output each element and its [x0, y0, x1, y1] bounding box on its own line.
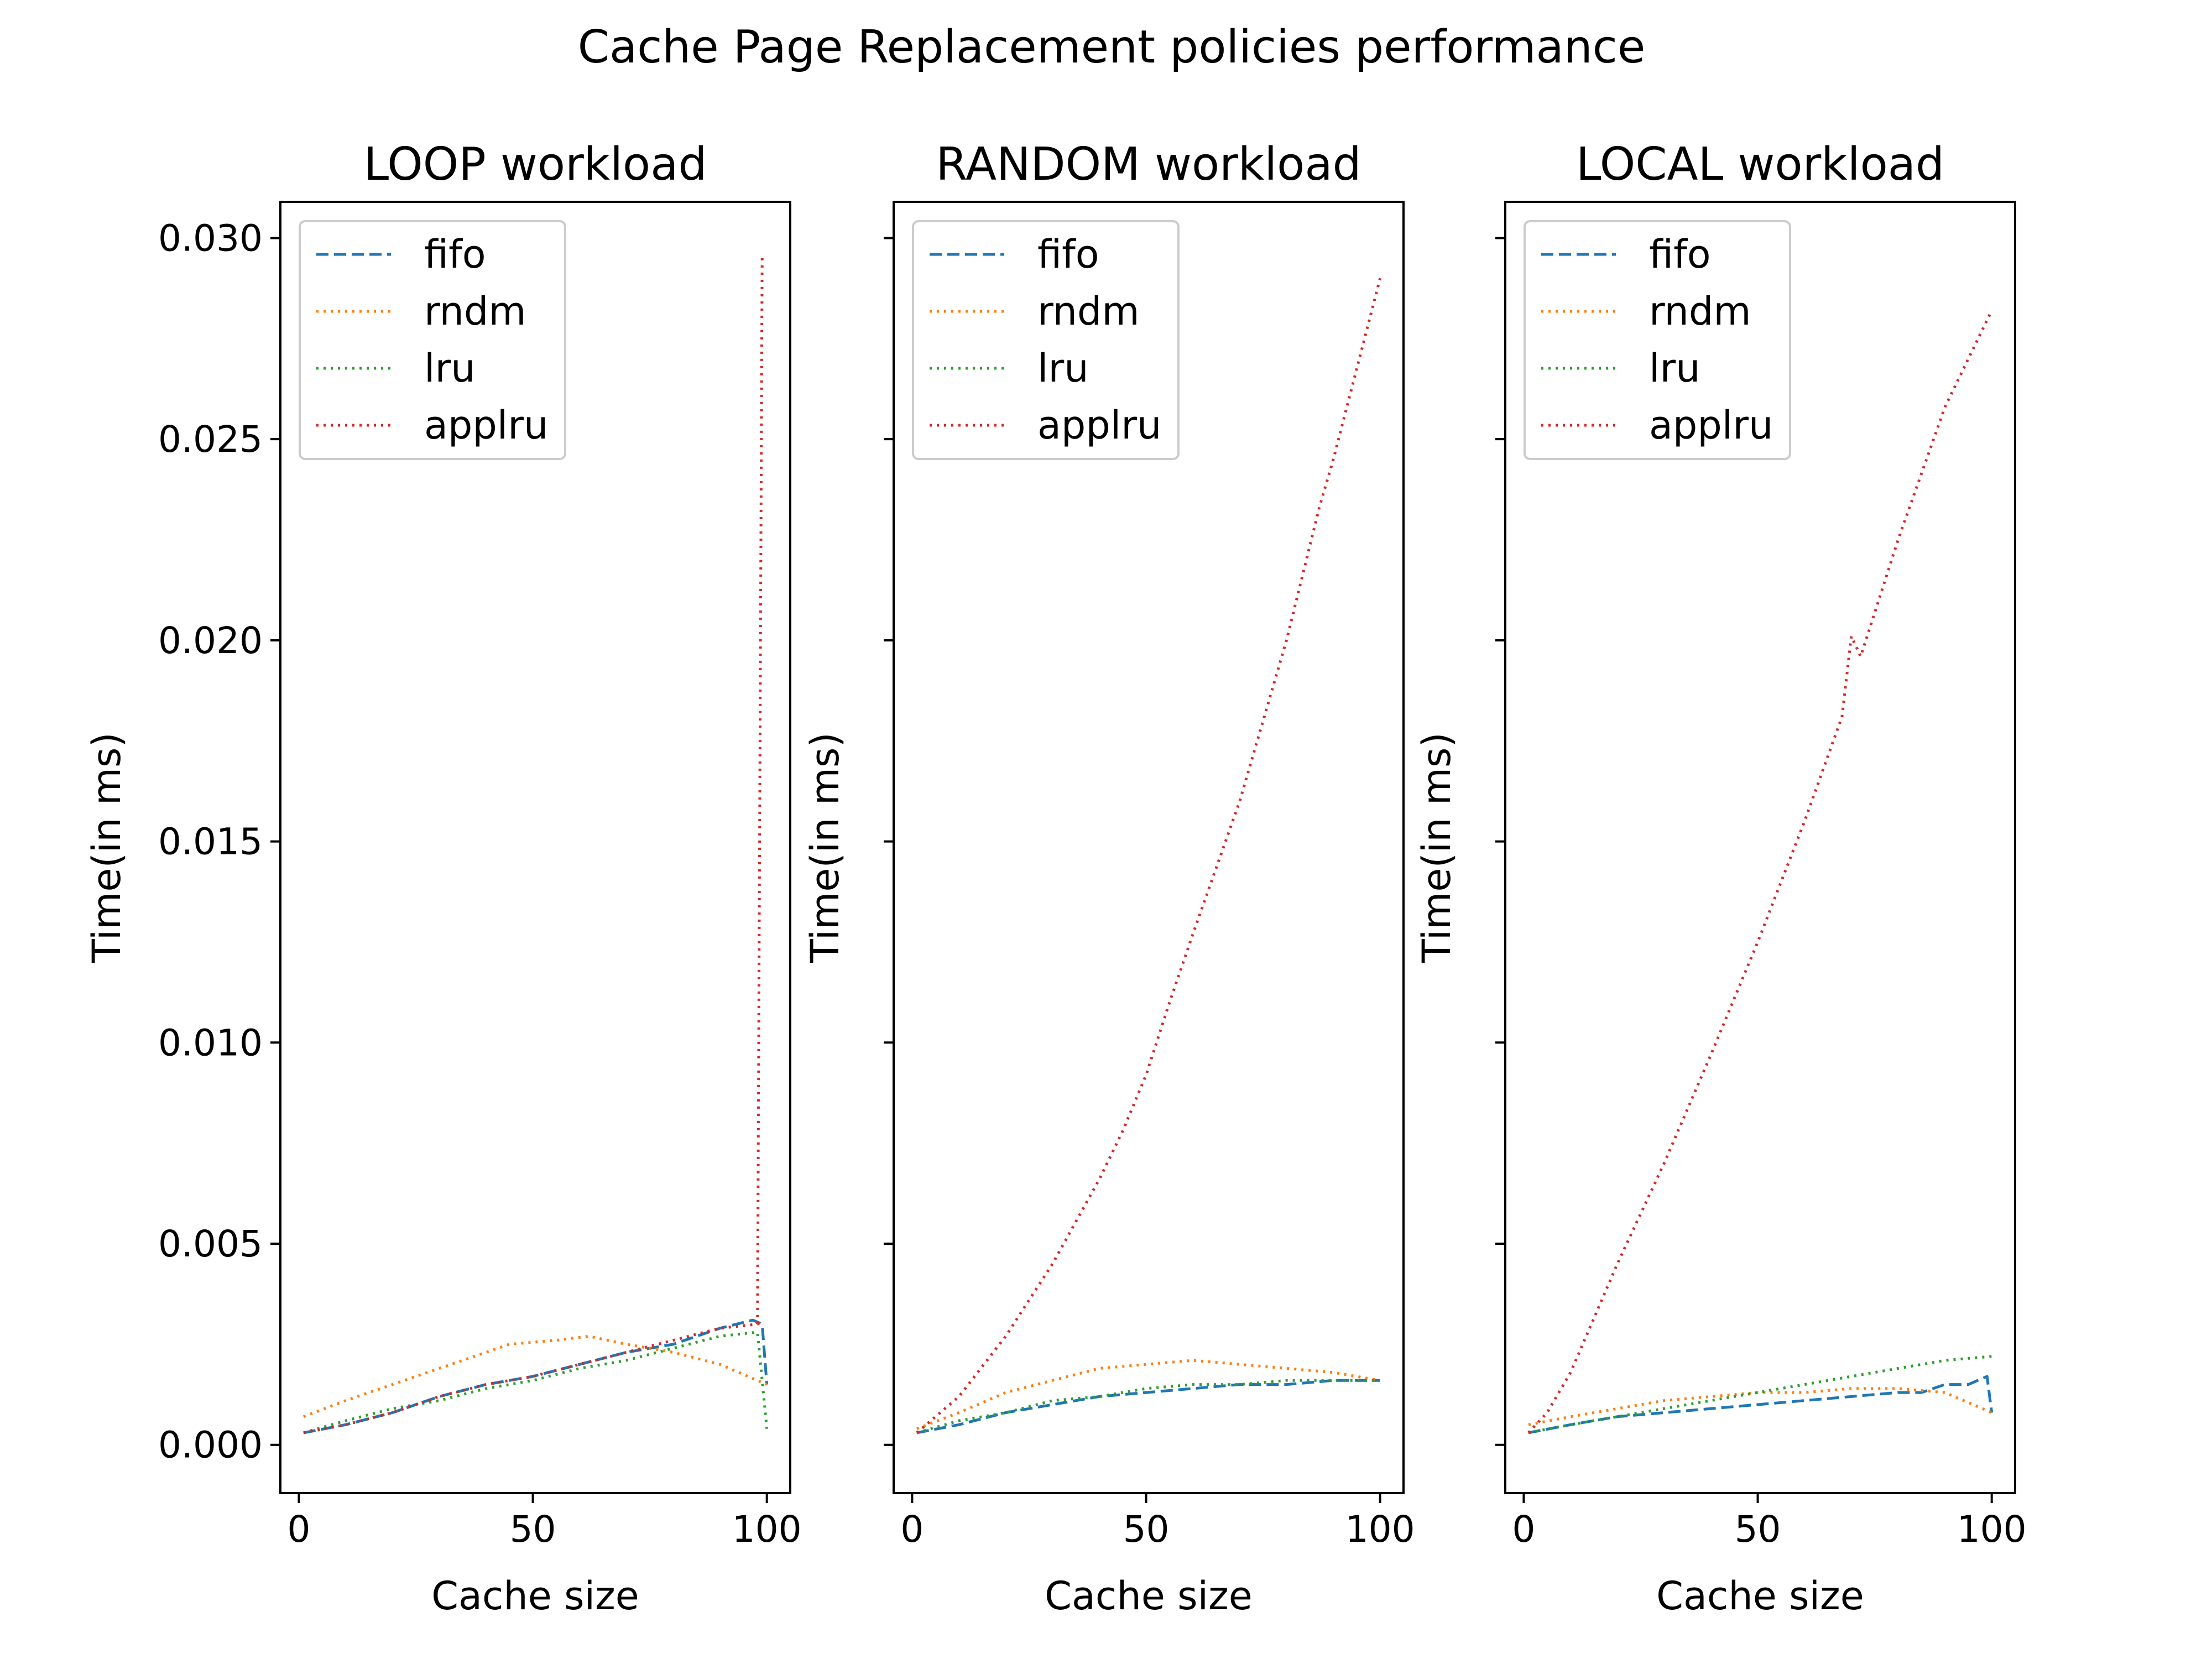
legend-label-fifo: fifo: [424, 232, 486, 277]
series-line-lru: [916, 1379, 1380, 1434]
subplots-container: LOOP workload 0 50 100 0.000 0.005 0.010 0.015 0…: [84, 138, 2027, 1619]
y-axis-label: Time(in ms): [802, 732, 848, 963]
legend-label-lru: lru: [424, 346, 476, 391]
legend-label-applru: applru: [424, 403, 548, 448]
x-tick-label: 0: [287, 1508, 310, 1551]
series-line-fifo: [916, 1379, 1380, 1434]
subplot-title: LOCAL workload: [1576, 138, 1944, 191]
x-tick-label: 50: [1735, 1508, 1781, 1551]
x-tick-label: 0: [1512, 1508, 1535, 1551]
series-group: [1527, 310, 1994, 1434]
series-line-lru: [303, 1331, 769, 1434]
x-tick-label: 0: [900, 1508, 924, 1551]
subplot-title: RANDOM workload: [936, 138, 1361, 191]
x-axis-label: Cache size: [431, 1573, 639, 1619]
subplot-2: LOCAL workload 0 50 100 Cache size Time(in ms…: [1414, 138, 2027, 1619]
subplot-1: RANDOM workload 0 50 100 Cache size Time(in m…: [802, 138, 1415, 1619]
y-tick-label: 0.005: [158, 1223, 263, 1265]
y-axis-label: Time(in ms): [84, 732, 129, 963]
subplot-title: LOOP workload: [363, 138, 707, 191]
legend-box: [299, 220, 566, 460]
axes-frame: [893, 201, 1405, 1494]
legend-label-rndm: rndm: [1649, 289, 1751, 334]
y-tick-label: 0.010: [158, 1021, 263, 1064]
series-line-rndm: [1528, 1387, 1992, 1426]
axes-frame: [279, 201, 791, 1494]
legend: fifo rndm lru applru: [299, 220, 566, 460]
series-group: [303, 257, 769, 1434]
legend-label-applru: applru: [1649, 403, 1773, 448]
y-tick-label: 0.015: [158, 821, 263, 863]
legend-label-applru: applru: [1037, 403, 1161, 448]
series-line-fifo: [303, 1318, 769, 1434]
axes-frame: [1504, 201, 2016, 1494]
x-tick-label: 50: [1123, 1508, 1170, 1551]
series-line-lru: [1528, 1355, 1992, 1434]
legend-box: [912, 220, 1180, 460]
y-tick-label: 0.000: [158, 1424, 263, 1467]
x-axis-label: Cache size: [1656, 1573, 1864, 1619]
legend: fifo rndm lru applru: [1524, 220, 1791, 460]
y-tick-label: 0.030: [158, 217, 263, 259]
legend-label-lru: lru: [1037, 346, 1089, 391]
figure-suptitle: Cache Page Replacement policies performa…: [578, 21, 1646, 74]
y-tick-label: 0.025: [158, 418, 263, 461]
legend-box: [1524, 220, 1791, 460]
legend-label-fifo: fifo: [1649, 232, 1711, 277]
series-line-rndm: [303, 1334, 768, 1418]
series-line-rndm: [916, 1359, 1381, 1430]
y-axis-label: Time(in ms): [1414, 732, 1459, 963]
x-axis-label: Cache size: [1045, 1573, 1253, 1619]
x-tick-label: 100: [1345, 1508, 1415, 1551]
x-tick-label: 100: [732, 1508, 802, 1551]
x-tick-label: 100: [1957, 1508, 2027, 1551]
legend-label-rndm: rndm: [1037, 289, 1140, 334]
series-line-fifo: [1528, 1375, 1994, 1434]
y-tick-label: 0.020: [158, 619, 263, 662]
legend-label-rndm: rndm: [424, 289, 526, 334]
series-line-applru: [916, 278, 1382, 1434]
legend: fifo rndm lru applru: [912, 220, 1180, 460]
series-group: [916, 278, 1382, 1434]
series-line-applru: [1527, 310, 1993, 1434]
x-tick-label: 50: [510, 1508, 556, 1551]
legend-label-lru: lru: [1649, 346, 1700, 391]
subplot-0: LOOP workload 0 50 100 0.000 0.005 0.010 0.015 0…: [84, 138, 802, 1619]
series-line-applru: [303, 257, 767, 1434]
legend-label-fifo: fifo: [1037, 232, 1099, 277]
